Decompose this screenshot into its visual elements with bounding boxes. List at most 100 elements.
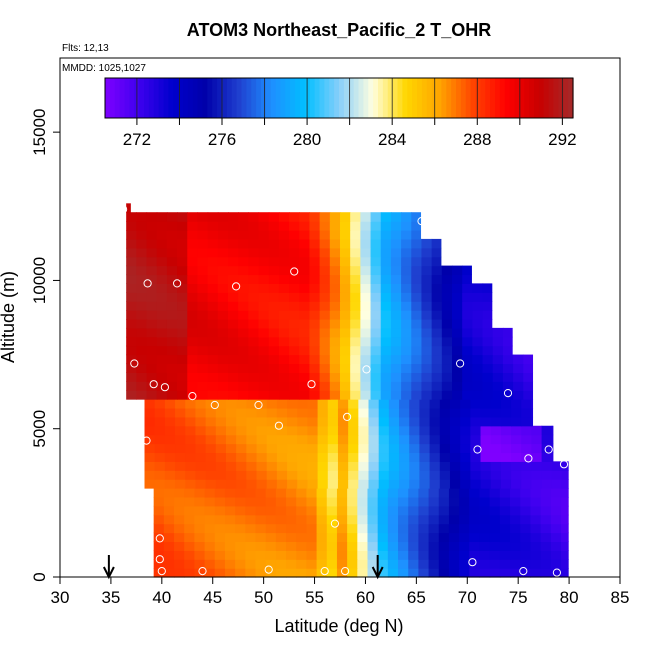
heatmap-cell <box>340 247 351 258</box>
heatmap-cell <box>256 407 268 418</box>
heatmap-cell <box>224 559 236 569</box>
heatmap-cell <box>317 443 329 454</box>
heatmap-cell <box>296 550 307 560</box>
heatmap-cell <box>370 327 382 338</box>
heatmap-cell <box>184 496 195 507</box>
heatmap-cell <box>490 399 502 409</box>
heatmap-cell <box>146 390 158 400</box>
heatmap-cell <box>278 345 290 356</box>
heatmap-cell <box>370 310 382 320</box>
heatmap-cell <box>309 292 321 302</box>
heatmap-cell <box>204 541 216 551</box>
heatmap-cell <box>510 523 521 534</box>
heatmap-cell <box>388 461 400 471</box>
heatmap-cell <box>411 221 422 231</box>
heatmap-cell <box>336 532 348 543</box>
heatmap-cell <box>390 336 402 347</box>
heatmap-cell <box>337 443 349 454</box>
heatmap-cell <box>347 514 358 525</box>
heatmap-cell <box>523 381 534 391</box>
heatmap-cell <box>126 345 137 356</box>
heatmap-cell <box>530 541 542 551</box>
heatmap-cell <box>378 452 390 462</box>
heatmap-cell <box>309 230 321 240</box>
heatmap-cell <box>390 390 402 400</box>
heatmap-cell <box>448 550 460 560</box>
heatmap-cell <box>126 256 137 267</box>
heatmap-cell <box>367 532 379 543</box>
x-axis: 30 35 40 45 50 55 60 65 70 75 80 85 <box>51 576 629 607</box>
heatmap-cell <box>421 310 433 320</box>
heatmap-cell <box>225 425 237 436</box>
heatmap-cell <box>482 390 494 400</box>
heatmap-cell <box>286 514 297 525</box>
colorbar-swatch <box>280 78 286 118</box>
heatmap-cell <box>560 559 569 569</box>
heatmap-cell <box>530 568 542 578</box>
colorbar-swatch <box>139 78 145 118</box>
heatmap-cell <box>480 416 492 427</box>
colorbar-swatch <box>197 78 204 118</box>
heatmap-cell <box>317 479 329 489</box>
heatmap-cell <box>136 230 148 240</box>
sample-point <box>343 412 352 421</box>
sample-points <box>119 205 569 577</box>
heatmap-cell <box>163 550 175 560</box>
heatmap-cell <box>401 318 412 329</box>
heatmap-cell <box>438 559 450 569</box>
heatmap-cell <box>278 354 290 365</box>
heatmap-cell <box>421 301 433 311</box>
heatmap-cell <box>489 496 501 507</box>
heatmap-cell <box>431 238 442 249</box>
heatmap-cell <box>146 256 158 267</box>
heatmap-cell <box>489 514 501 525</box>
heatmap-cell <box>387 488 399 498</box>
colorbar-swatch <box>114 78 121 118</box>
heatmap-cell <box>319 274 331 284</box>
heatmap-cell <box>126 247 137 258</box>
heatmap-cell <box>309 283 321 293</box>
heatmap-cell <box>390 265 402 276</box>
heatmap-cell <box>265 514 277 525</box>
heatmap-cell <box>316 541 328 551</box>
heatmap-cell <box>500 461 512 471</box>
heatmap-cell <box>268 363 280 373</box>
heatmap-cell <box>326 541 338 551</box>
heatmap-cell <box>319 212 331 222</box>
colorbar: 272 276 280 284 288 292 <box>104 77 577 149</box>
heatmap-cell <box>411 274 423 284</box>
heatmap-cell <box>248 310 260 320</box>
y-tick-label: 0 <box>30 572 49 581</box>
colorbar-swatch <box>226 78 233 118</box>
heatmap-cell <box>429 407 441 418</box>
heatmap-cell <box>153 541 165 551</box>
heatmap-cell <box>329 265 341 276</box>
heatmap-cell <box>460 416 471 427</box>
heatmap-cell <box>245 541 257 551</box>
heatmap-cell <box>207 354 219 365</box>
heatmap-cell <box>411 372 423 382</box>
heatmap-cell <box>166 336 178 347</box>
heatmap-cell <box>278 336 290 347</box>
heatmap-cell <box>421 238 433 249</box>
heatmap-cell <box>278 390 290 400</box>
heatmap-cell <box>510 514 521 525</box>
colorbar-swatch <box>402 78 408 118</box>
heatmap-cell <box>174 541 185 551</box>
heatmap-cell <box>492 363 504 373</box>
heatmap-cell <box>431 345 443 356</box>
heatmap-cell <box>401 363 412 373</box>
heatmap-cell <box>146 372 158 382</box>
colorbar-tick-label: 280 <box>293 130 321 149</box>
heatmap-cell <box>309 247 321 258</box>
heatmap-cell <box>268 301 280 311</box>
heatmap-cell <box>306 532 318 543</box>
heatmap-cell <box>309 318 321 329</box>
sample-point <box>155 534 164 543</box>
x-tick-label: 80 <box>560 588 579 607</box>
heatmap-cell <box>126 363 137 373</box>
heatmap-cell <box>479 559 491 569</box>
heatmap-cell <box>306 514 318 525</box>
heatmap-cell <box>459 488 470 498</box>
heatmap-cell <box>429 434 441 445</box>
